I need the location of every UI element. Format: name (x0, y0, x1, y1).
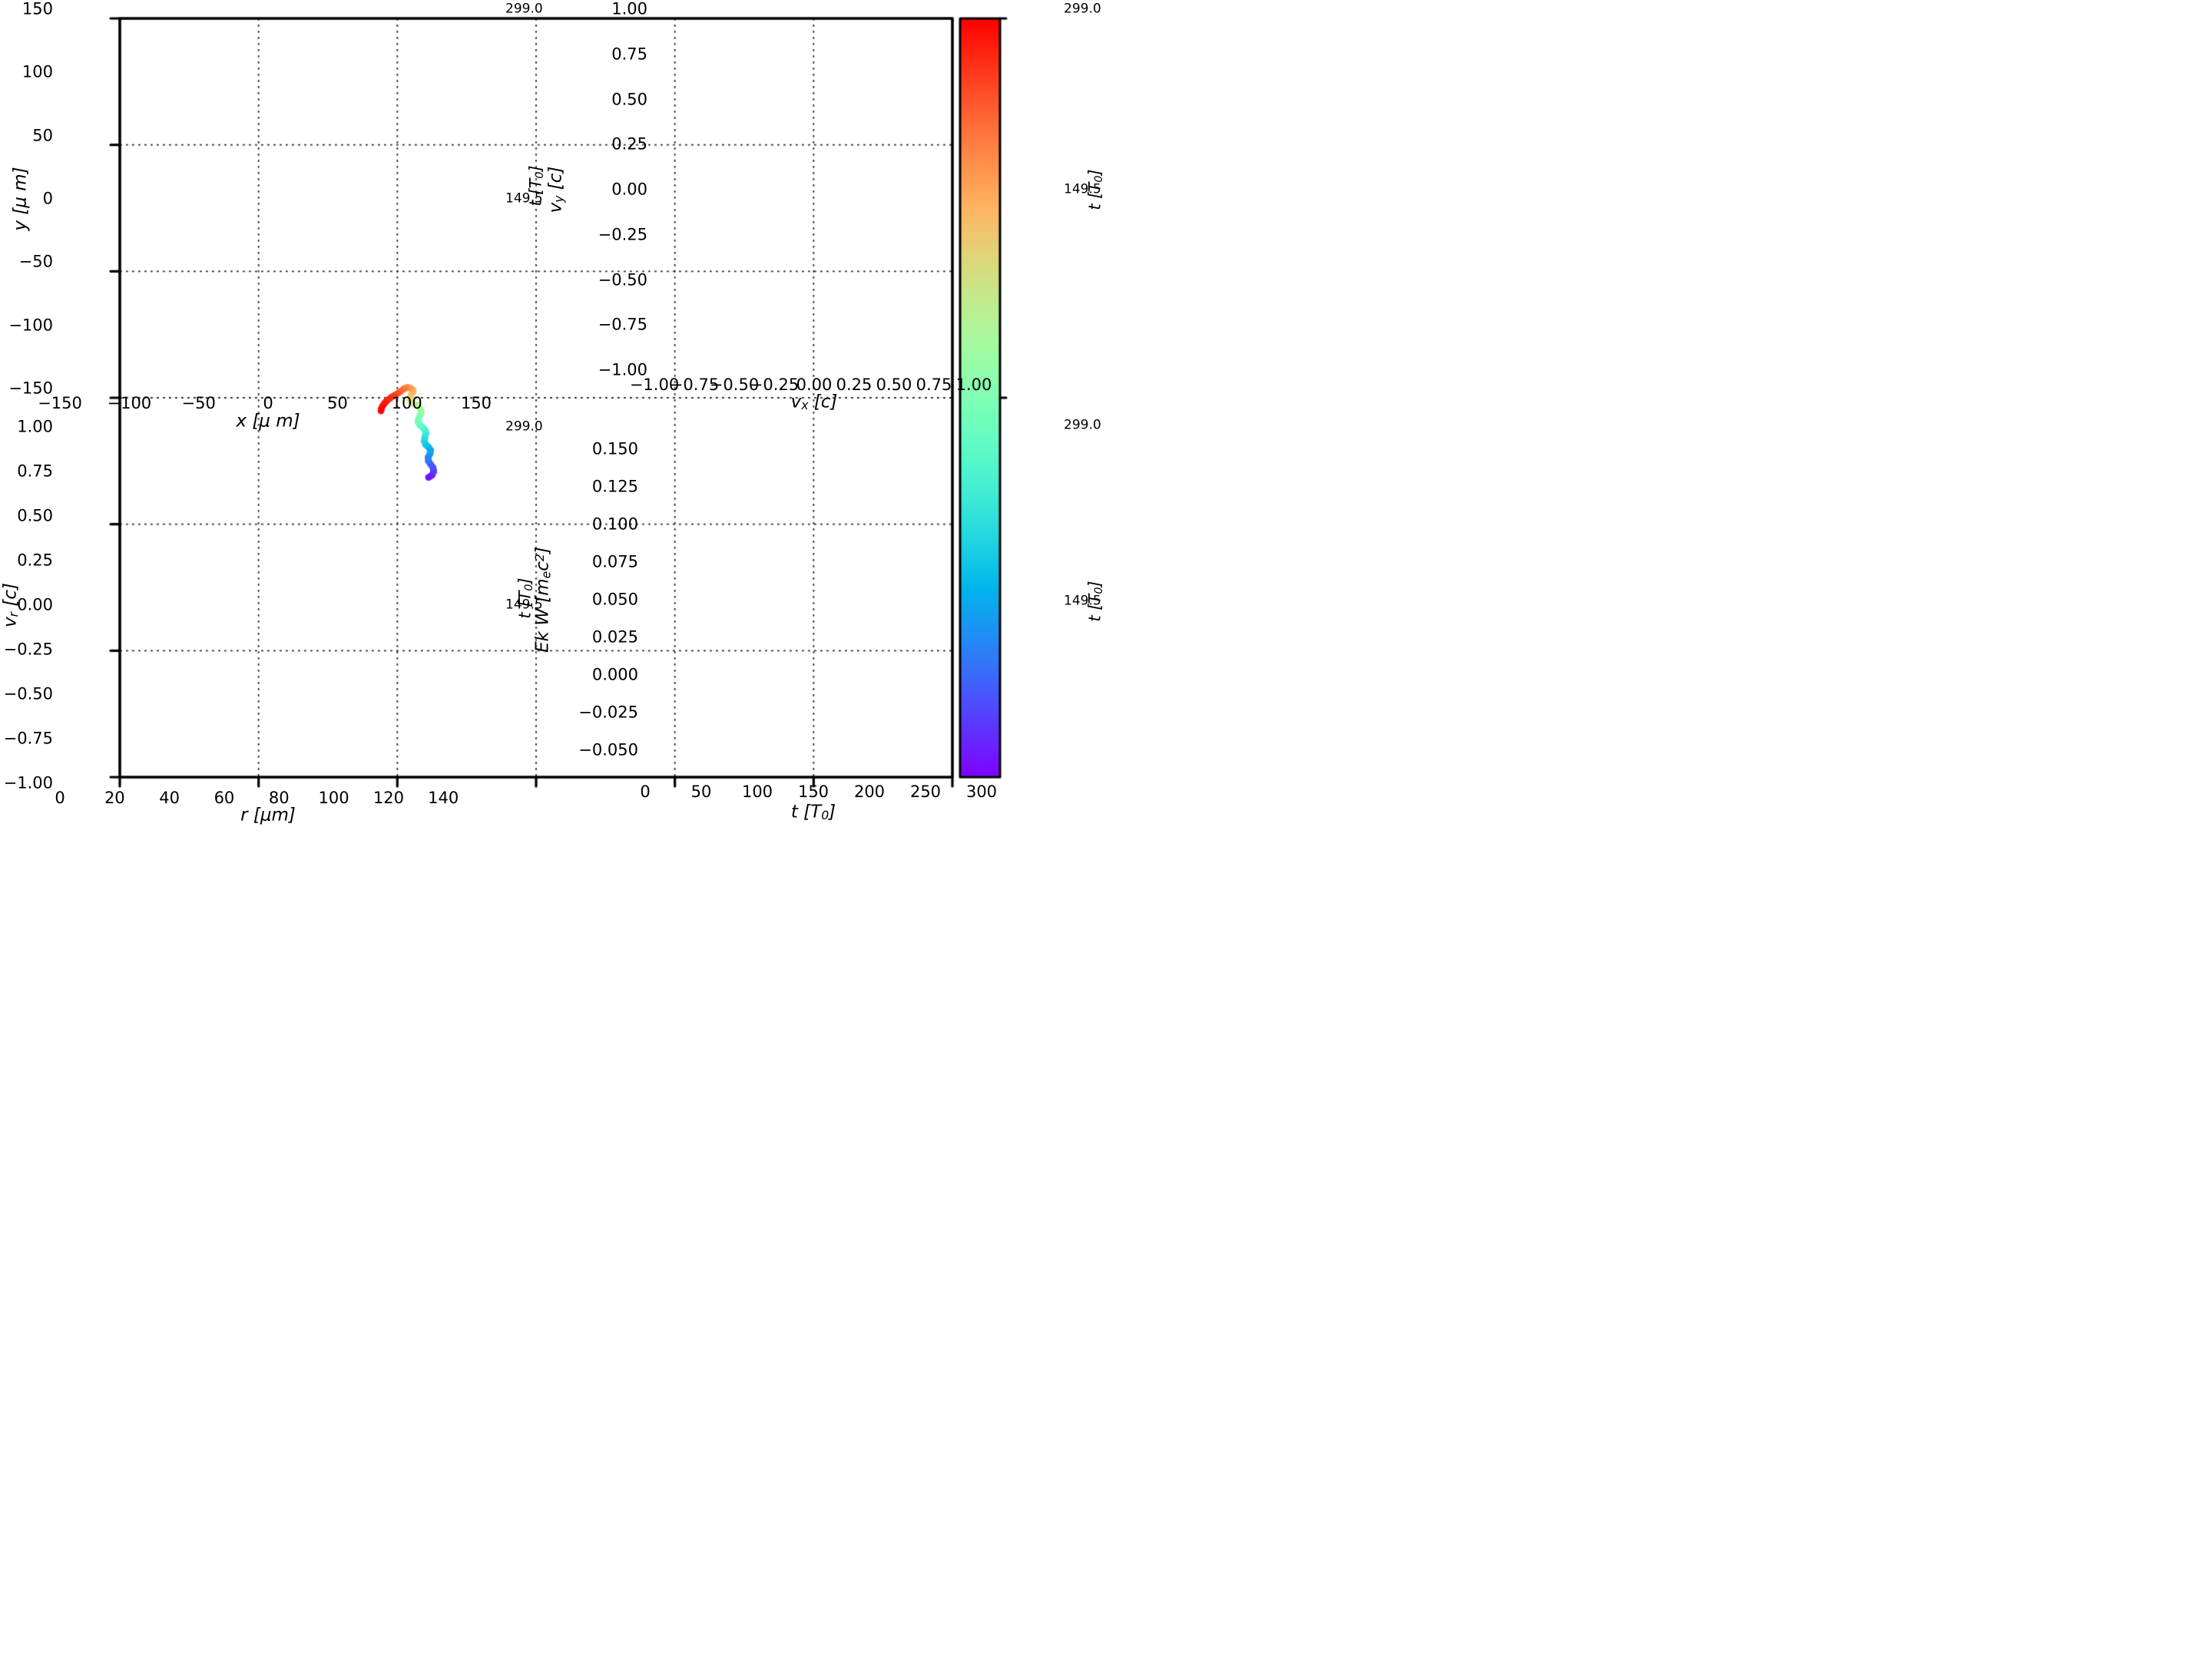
x-tick-label: 0 (263, 394, 273, 412)
x-tick-label: 50 (326, 394, 348, 412)
y-tick-label: 0.25 (611, 134, 647, 154)
trajectory-xy-xlabel: x [μ m] (236, 411, 300, 432)
y-tick-label: −100 (8, 316, 53, 335)
y-tick-label: 0.025 (591, 627, 638, 647)
y-tick-label: 0.150 (591, 439, 638, 458)
y-tick-label: 150 (22, 0, 53, 18)
y-tick-label: 0.050 (591, 590, 638, 609)
y-tick-label: −1.00 (3, 773, 53, 792)
y-tick-label: −0.025 (578, 703, 638, 722)
colorbar-tick-label: 299.0 (505, 419, 543, 435)
x-tick-label: −0.25 (749, 376, 800, 394)
y-tick-label: 0.25 (17, 551, 53, 570)
velocity-vxvy-ylabel: vy [c] (545, 166, 567, 213)
x-tick-label: 0 (640, 783, 651, 801)
colorbar-tick-label: 299.0 (1064, 417, 1101, 433)
x-tick-label: 1.00 (955, 376, 992, 394)
colorbar-tick-label: 299.0 (1064, 1, 1101, 17)
y-tick-label: 100 (22, 62, 53, 81)
trajectory-xy-ylabel: y [μ m] (10, 167, 31, 231)
colorbar-tick-label: 149.5 (1064, 181, 1101, 197)
x-tick-label: 100 (318, 789, 349, 807)
figure: −150 −100 −50 0 50 100 150 150 100 50 0 −50 −100 −150… (0, 0, 1106, 836)
y-tick-label: 0.00 (611, 180, 647, 199)
velocity-vr-r-ylabel: vr [c] (0, 583, 22, 627)
y-tick-label: −0.50 (3, 684, 53, 703)
y-tick-label: 0.50 (17, 506, 53, 525)
velocity-vr-r-xlabel: r [μm] (240, 805, 296, 826)
colorbar-tick-label: 299.0 (505, 1, 543, 17)
x-tick-label: −100 (107, 394, 152, 412)
colorbar-label: t [T0] (1085, 581, 1106, 622)
y-tick-label: 0.00 (17, 595, 53, 614)
y-tick-label: −0.050 (578, 740, 638, 759)
x-tick-label: −150 (38, 394, 82, 412)
y-tick-label: 0.100 (591, 515, 638, 534)
x-tick-label: 300 (965, 783, 998, 801)
y-tick-label: −0.25 (598, 225, 647, 244)
x-tick-label: 40 (159, 789, 180, 807)
x-tick-label: 100 (391, 394, 422, 412)
y-tick-label: −0.75 (3, 729, 53, 748)
y-tick-label: 0.125 (591, 477, 638, 496)
x-tick-label: 60 (214, 789, 235, 807)
y-tick-label: 0 (42, 189, 53, 208)
colorbar-label: t [T0] (1085, 169, 1106, 210)
y-tick-label: −0.50 (598, 270, 647, 289)
x-tick-label: 0.25 (836, 376, 873, 394)
y-tick-label: −0.75 (598, 315, 647, 334)
x-tick-label: 200 (853, 783, 886, 801)
x-tick-label: 150 (460, 394, 492, 412)
x-tick-label: −50 (181, 394, 216, 412)
x-tick-label: 50 (690, 783, 712, 801)
y-tick-label: −150 (8, 379, 53, 398)
x-tick-label: −0.50 (709, 376, 760, 394)
colorbar-label: t [T0] (526, 165, 547, 207)
y-tick-label: −1.00 (598, 360, 647, 379)
y-tick-label: −50 (18, 252, 53, 271)
y-tick-label: 0.50 (611, 90, 647, 108)
velocity-vxvy-xlabel: vx [c] (790, 392, 838, 413)
y-tick-label: 0.075 (591, 552, 638, 571)
energy-work-vs-time-ylabel: Ek W [mec2] (531, 547, 554, 653)
y-tick-label: 50 (32, 126, 53, 145)
colorbar-tick-label: 149.5 (1064, 593, 1101, 609)
x-tick-label: 140 (428, 789, 459, 807)
x-tick-label: −1.00 (629, 376, 680, 394)
x-tick-label: 100 (741, 783, 773, 801)
figure-canvas (0, 0, 1106, 836)
colorbar-tick-label: 149.5 (505, 597, 543, 613)
y-tick-label: 0.000 (591, 665, 638, 684)
x-tick-label: 80 (268, 789, 290, 807)
x-tick-label: 0.75 (916, 376, 952, 394)
y-tick-label: 0.75 (17, 462, 53, 481)
x-tick-label: 0.50 (876, 376, 912, 394)
y-tick-label: 0.75 (611, 45, 647, 64)
x-tick-label: 250 (909, 783, 942, 801)
colorbar-tick-label: 149.5 (505, 190, 543, 207)
x-tick-label: 120 (373, 789, 404, 807)
energy-work-vs-time-xlabel: t [T0] (790, 802, 836, 823)
x-tick-label: 150 (797, 783, 830, 801)
y-tick-label: −0.25 (3, 640, 53, 659)
y-tick-label: 1.00 (611, 0, 647, 18)
x-tick-label: 0 (55, 789, 65, 807)
x-tick-label: 0.00 (796, 376, 833, 394)
y-tick-label: 1.00 (17, 417, 53, 436)
x-tick-label: −0.75 (669, 376, 720, 394)
x-tick-label: 20 (104, 789, 125, 807)
